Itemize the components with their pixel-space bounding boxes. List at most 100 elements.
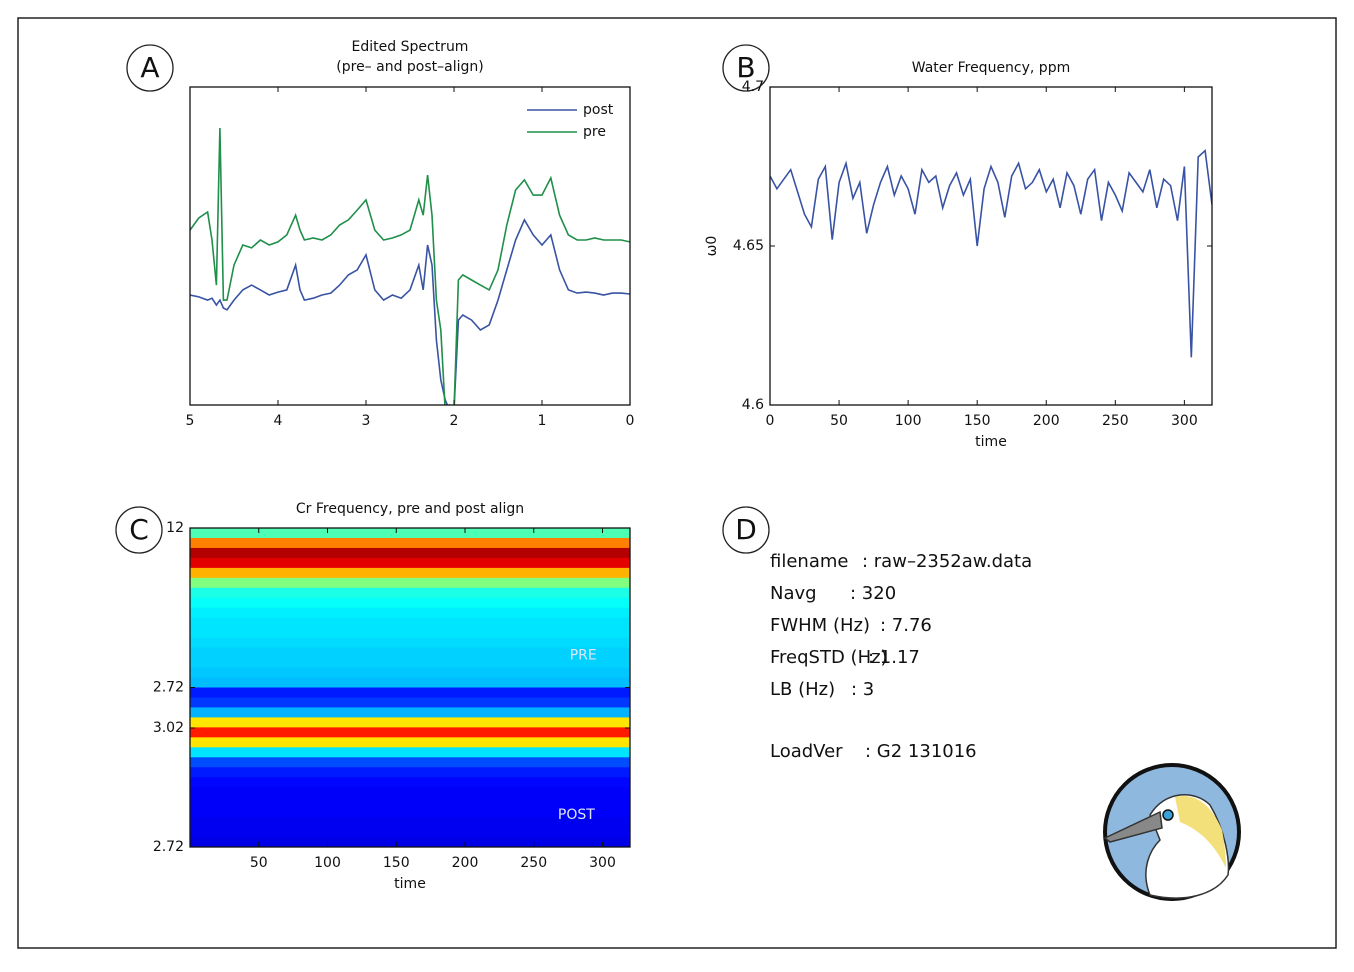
y-tick-label: 4.6 (742, 397, 764, 413)
info-key: LoadVer (770, 741, 843, 762)
heatmap-cell (190, 667, 630, 679)
info-value: : raw–2352aw.data (862, 551, 1032, 572)
x-tick-label: 50 (250, 855, 268, 871)
heatmap-cell (190, 837, 630, 847)
x-axis-label: time (975, 434, 1007, 450)
info-key: FreqSTD (Hz) (770, 647, 888, 668)
y-tick-label: 4.7 (742, 79, 764, 95)
heatmap-cell (190, 557, 630, 569)
heatmap-cell (190, 677, 630, 688)
y-tick-label: 2.72 (153, 839, 184, 855)
panel-letter: A (140, 51, 159, 84)
info-value: : G2 131016 (865, 741, 977, 762)
chart-title: Cr Frequency, pre and post align (296, 501, 524, 517)
info-value: : 320 (850, 583, 896, 604)
x-tick-label: 1 (538, 413, 547, 429)
x-axis-label: time (394, 876, 426, 892)
heatmap-cell (190, 757, 630, 768)
y-tick-label: 3.02 (153, 720, 184, 736)
x-tick-label: 300 (589, 855, 616, 871)
x-tick-label: 250 (520, 855, 547, 871)
heatmap-cell (190, 797, 630, 808)
x-tick-label: 0 (626, 413, 635, 429)
heatmap-cell (190, 767, 630, 778)
x-tick-label: 50 (830, 413, 848, 429)
heatmap-cell (190, 727, 630, 738)
panel-letter: B (736, 51, 755, 84)
axes-frame (189, 86, 631, 406)
heatmap-cell (190, 777, 630, 788)
x-tick-label: 150 (383, 855, 410, 871)
heatmap-cell (190, 647, 630, 659)
frame (17, 17, 1337, 949)
x-tick-label: 2 (450, 413, 459, 429)
series-line (190, 218, 630, 405)
info-key: Navg (770, 583, 817, 604)
heatmap-cell (190, 737, 630, 748)
heatmap-cell (190, 747, 630, 758)
y-tick-label: 12 (166, 520, 184, 536)
heatmap-cell (190, 817, 630, 828)
info-value: : 7.76 (880, 615, 932, 636)
panel-letter: C (129, 513, 149, 546)
heatmap-cell (190, 787, 630, 798)
heatmap-cell (190, 717, 630, 728)
heatmap-cell (190, 827, 630, 838)
series-line (190, 127, 630, 405)
info-key: filename (770, 551, 848, 572)
legend-label: pre (583, 124, 606, 140)
x-tick-label: 200 (1033, 413, 1060, 429)
panel-letter-circle (115, 506, 163, 554)
plot-area (770, 148, 1212, 358)
info-value: : 1.17 (868, 647, 920, 668)
panel-letter-circle (126, 44, 174, 92)
heatmap-cell (190, 697, 630, 708)
heatmap-cell (190, 807, 630, 818)
y-tick-label: 2.72 (153, 680, 184, 696)
heatmap-cell (190, 597, 630, 609)
heatmap-cell (190, 587, 630, 599)
x-tick-label: 150 (964, 413, 991, 429)
heatmap-cell (190, 537, 630, 549)
x-tick-label: 5 (186, 413, 195, 429)
axes-frame (769, 86, 1213, 406)
panel-letter: D (735, 513, 757, 546)
heatmap-cell (190, 577, 630, 589)
heatmap-cell (190, 528, 630, 539)
heatmap-cell (190, 627, 630, 639)
heatmap-cell (190, 567, 630, 579)
heatmap-cell (190, 547, 630, 559)
heatmap-cell (190, 617, 630, 629)
logo (1103, 763, 1241, 901)
info-value: : 3 (851, 679, 874, 700)
x-tick-label: 100 (314, 855, 341, 871)
info-key: FWHM (Hz) (770, 615, 870, 636)
x-tick-label: 300 (1171, 413, 1198, 429)
heatmap-cell (190, 637, 630, 649)
info-key: LB (Hz) (770, 679, 835, 700)
heatmap-cell (190, 687, 630, 698)
chart-title: Edited Spectrum (352, 39, 469, 55)
series-line (770, 148, 1212, 358)
y-axis-label: ω0 (704, 236, 720, 257)
chart-subtitle: (pre– and post–align) (336, 59, 483, 75)
x-tick-label: 100 (895, 413, 922, 429)
heatmap-cell (190, 607, 630, 619)
x-tick-label: 250 (1102, 413, 1129, 429)
x-tick-label: 0 (766, 413, 775, 429)
annotation: PRE (570, 648, 597, 664)
plot-area: PRE POST (190, 528, 630, 847)
panel-letter-circle (722, 44, 770, 92)
x-tick-label: 200 (452, 855, 479, 871)
y-tick-label: 4.65 (733, 238, 764, 254)
heatmap-cell (190, 707, 630, 718)
annotation: POST (558, 807, 595, 823)
chart-title: Water Frequency, ppm (912, 60, 1070, 76)
heatmap-cell (190, 657, 630, 669)
x-tick-label: 3 (362, 413, 371, 429)
legend-label: post (583, 102, 614, 118)
panel-letter-circle (722, 506, 770, 554)
plot-area (190, 127, 630, 405)
x-tick-label: 4 (274, 413, 283, 429)
